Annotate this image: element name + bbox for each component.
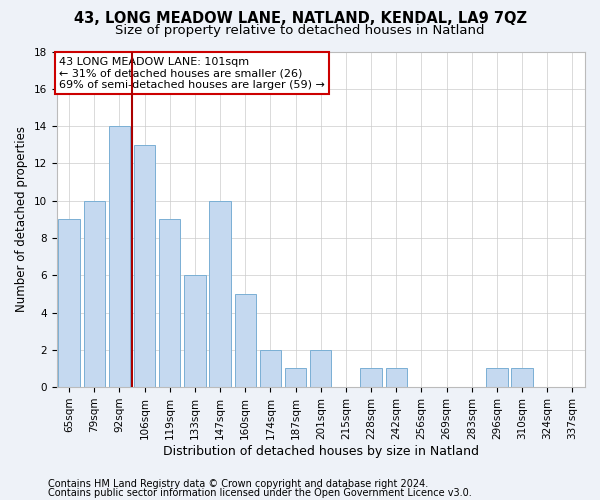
Bar: [310, 350, 331, 387]
Text: Contains HM Land Registry data © Crown copyright and database right 2024.: Contains HM Land Registry data © Crown c…: [48, 479, 428, 489]
Text: 43 LONG MEADOW LANE: 101sqm
← 31% of detached houses are smaller (26)
69% of sem: 43 LONG MEADOW LANE: 101sqm ← 31% of det…: [59, 56, 325, 90]
Text: Contains public sector information licensed under the Open Government Licence v3: Contains public sector information licen…: [48, 488, 472, 498]
Y-axis label: Number of detached properties: Number of detached properties: [15, 126, 28, 312]
Bar: [386, 368, 407, 387]
Bar: [511, 368, 533, 387]
X-axis label: Distribution of detached houses by size in Natland: Distribution of detached houses by size …: [163, 444, 479, 458]
Bar: [58, 220, 80, 387]
Bar: [209, 200, 231, 387]
Bar: [134, 144, 155, 387]
Bar: [486, 368, 508, 387]
Text: Size of property relative to detached houses in Natland: Size of property relative to detached ho…: [115, 24, 485, 37]
Bar: [260, 350, 281, 387]
Bar: [83, 200, 105, 387]
Text: 43, LONG MEADOW LANE, NATLAND, KENDAL, LA9 7QZ: 43, LONG MEADOW LANE, NATLAND, KENDAL, L…: [74, 11, 527, 26]
Bar: [184, 275, 206, 387]
Bar: [159, 220, 181, 387]
Bar: [235, 294, 256, 387]
Bar: [109, 126, 130, 387]
Bar: [361, 368, 382, 387]
Bar: [285, 368, 306, 387]
